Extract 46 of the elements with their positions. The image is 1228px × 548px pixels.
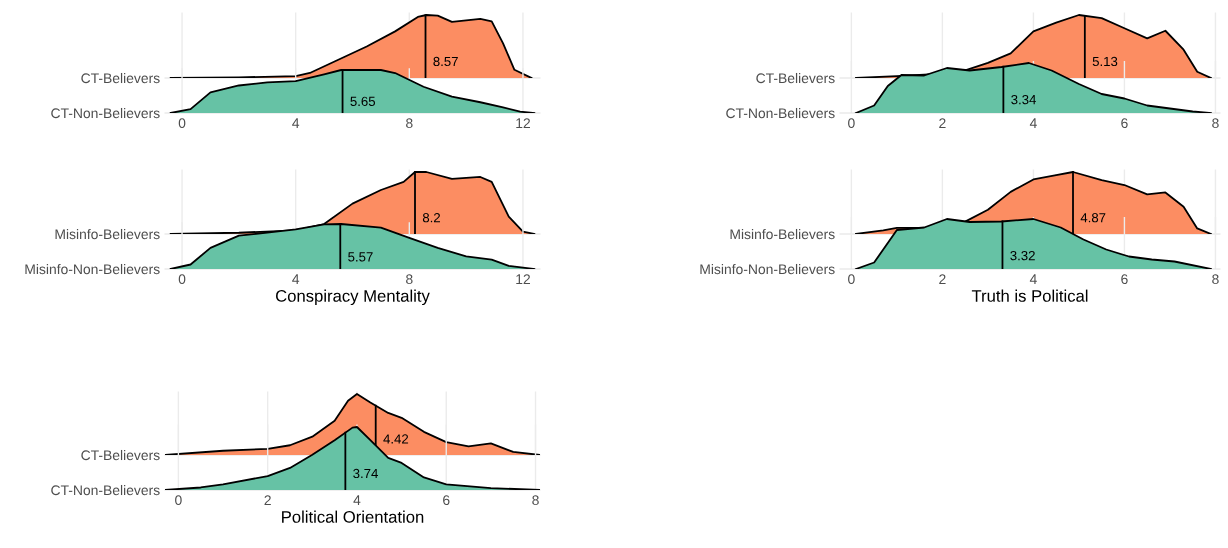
series-label: Misinfo-Non-Believers [25,263,160,275]
x-tick-label: 0 [848,274,855,285]
x-tick-label: 0 [178,118,186,129]
x-tick-label: 4 [292,274,300,284]
x-tick-label: 6 [443,495,450,506]
x-tick-label: 8 [1212,274,1219,285]
x-tick-label: 0 [848,118,855,129]
x-axis-title: Conspiracy Mentality [276,289,430,306]
x-tick-label: 0 [175,495,182,506]
x-tick-label: 2 [939,274,946,284]
series-label: Misinfo-Believers [55,228,160,240]
x-tick-label: 8 [406,118,413,129]
ref-line-label: 3.34 [1011,94,1036,105]
x-tick-label: 4 [1029,118,1037,128]
x-tick-label: 8 [406,274,413,285]
ref-line-label: 3.32 [1010,250,1035,261]
series-label: CT-Believers [81,72,160,84]
ref-line-label: 3.74 [353,468,378,479]
x-tick-label: 2 [939,118,946,128]
x-tick-label: 8 [1212,118,1219,129]
series-label: CT-Non-Believers [726,107,835,119]
ref-line-label: 8.57 [433,56,458,67]
x-tick-label: 0 [178,274,186,285]
series-label: CT-Believers [756,72,835,84]
x-tick-label: 12 [516,118,530,128]
series-label: CT-Non-Believers [51,107,160,119]
x-tick-label: 6 [1121,274,1128,285]
series-label: CT-Non-Believers [51,484,160,496]
x-tick-label: 4 [1029,274,1037,284]
x-tick-label: 4 [353,495,361,505]
ref-line-label: 5.57 [348,252,373,262]
x-tick-label: 2 [264,495,271,505]
x-axis-title: Political Orientation [282,510,424,523]
x-axis-title: Truth is Political [971,289,1088,302]
ref-line-label: 4.87 [1080,213,1106,223]
x-tick-label: 8 [532,495,539,506]
x-tick-label: 4 [292,118,300,128]
ref-line-label: 5.65 [350,96,376,107]
series-label: Misinfo-Believers [730,228,835,240]
ref-line-label: 5.13 [1092,56,1118,67]
x-tick-label: 12 [516,274,530,284]
x-tick-label: 6 [1121,118,1128,129]
ref-line-label: 8.2 [422,213,441,223]
ref-line-label: 4.42 [383,434,409,444]
series-label: Misinfo-Non-Believers [700,263,835,275]
series-label: CT-Believers [81,449,160,461]
